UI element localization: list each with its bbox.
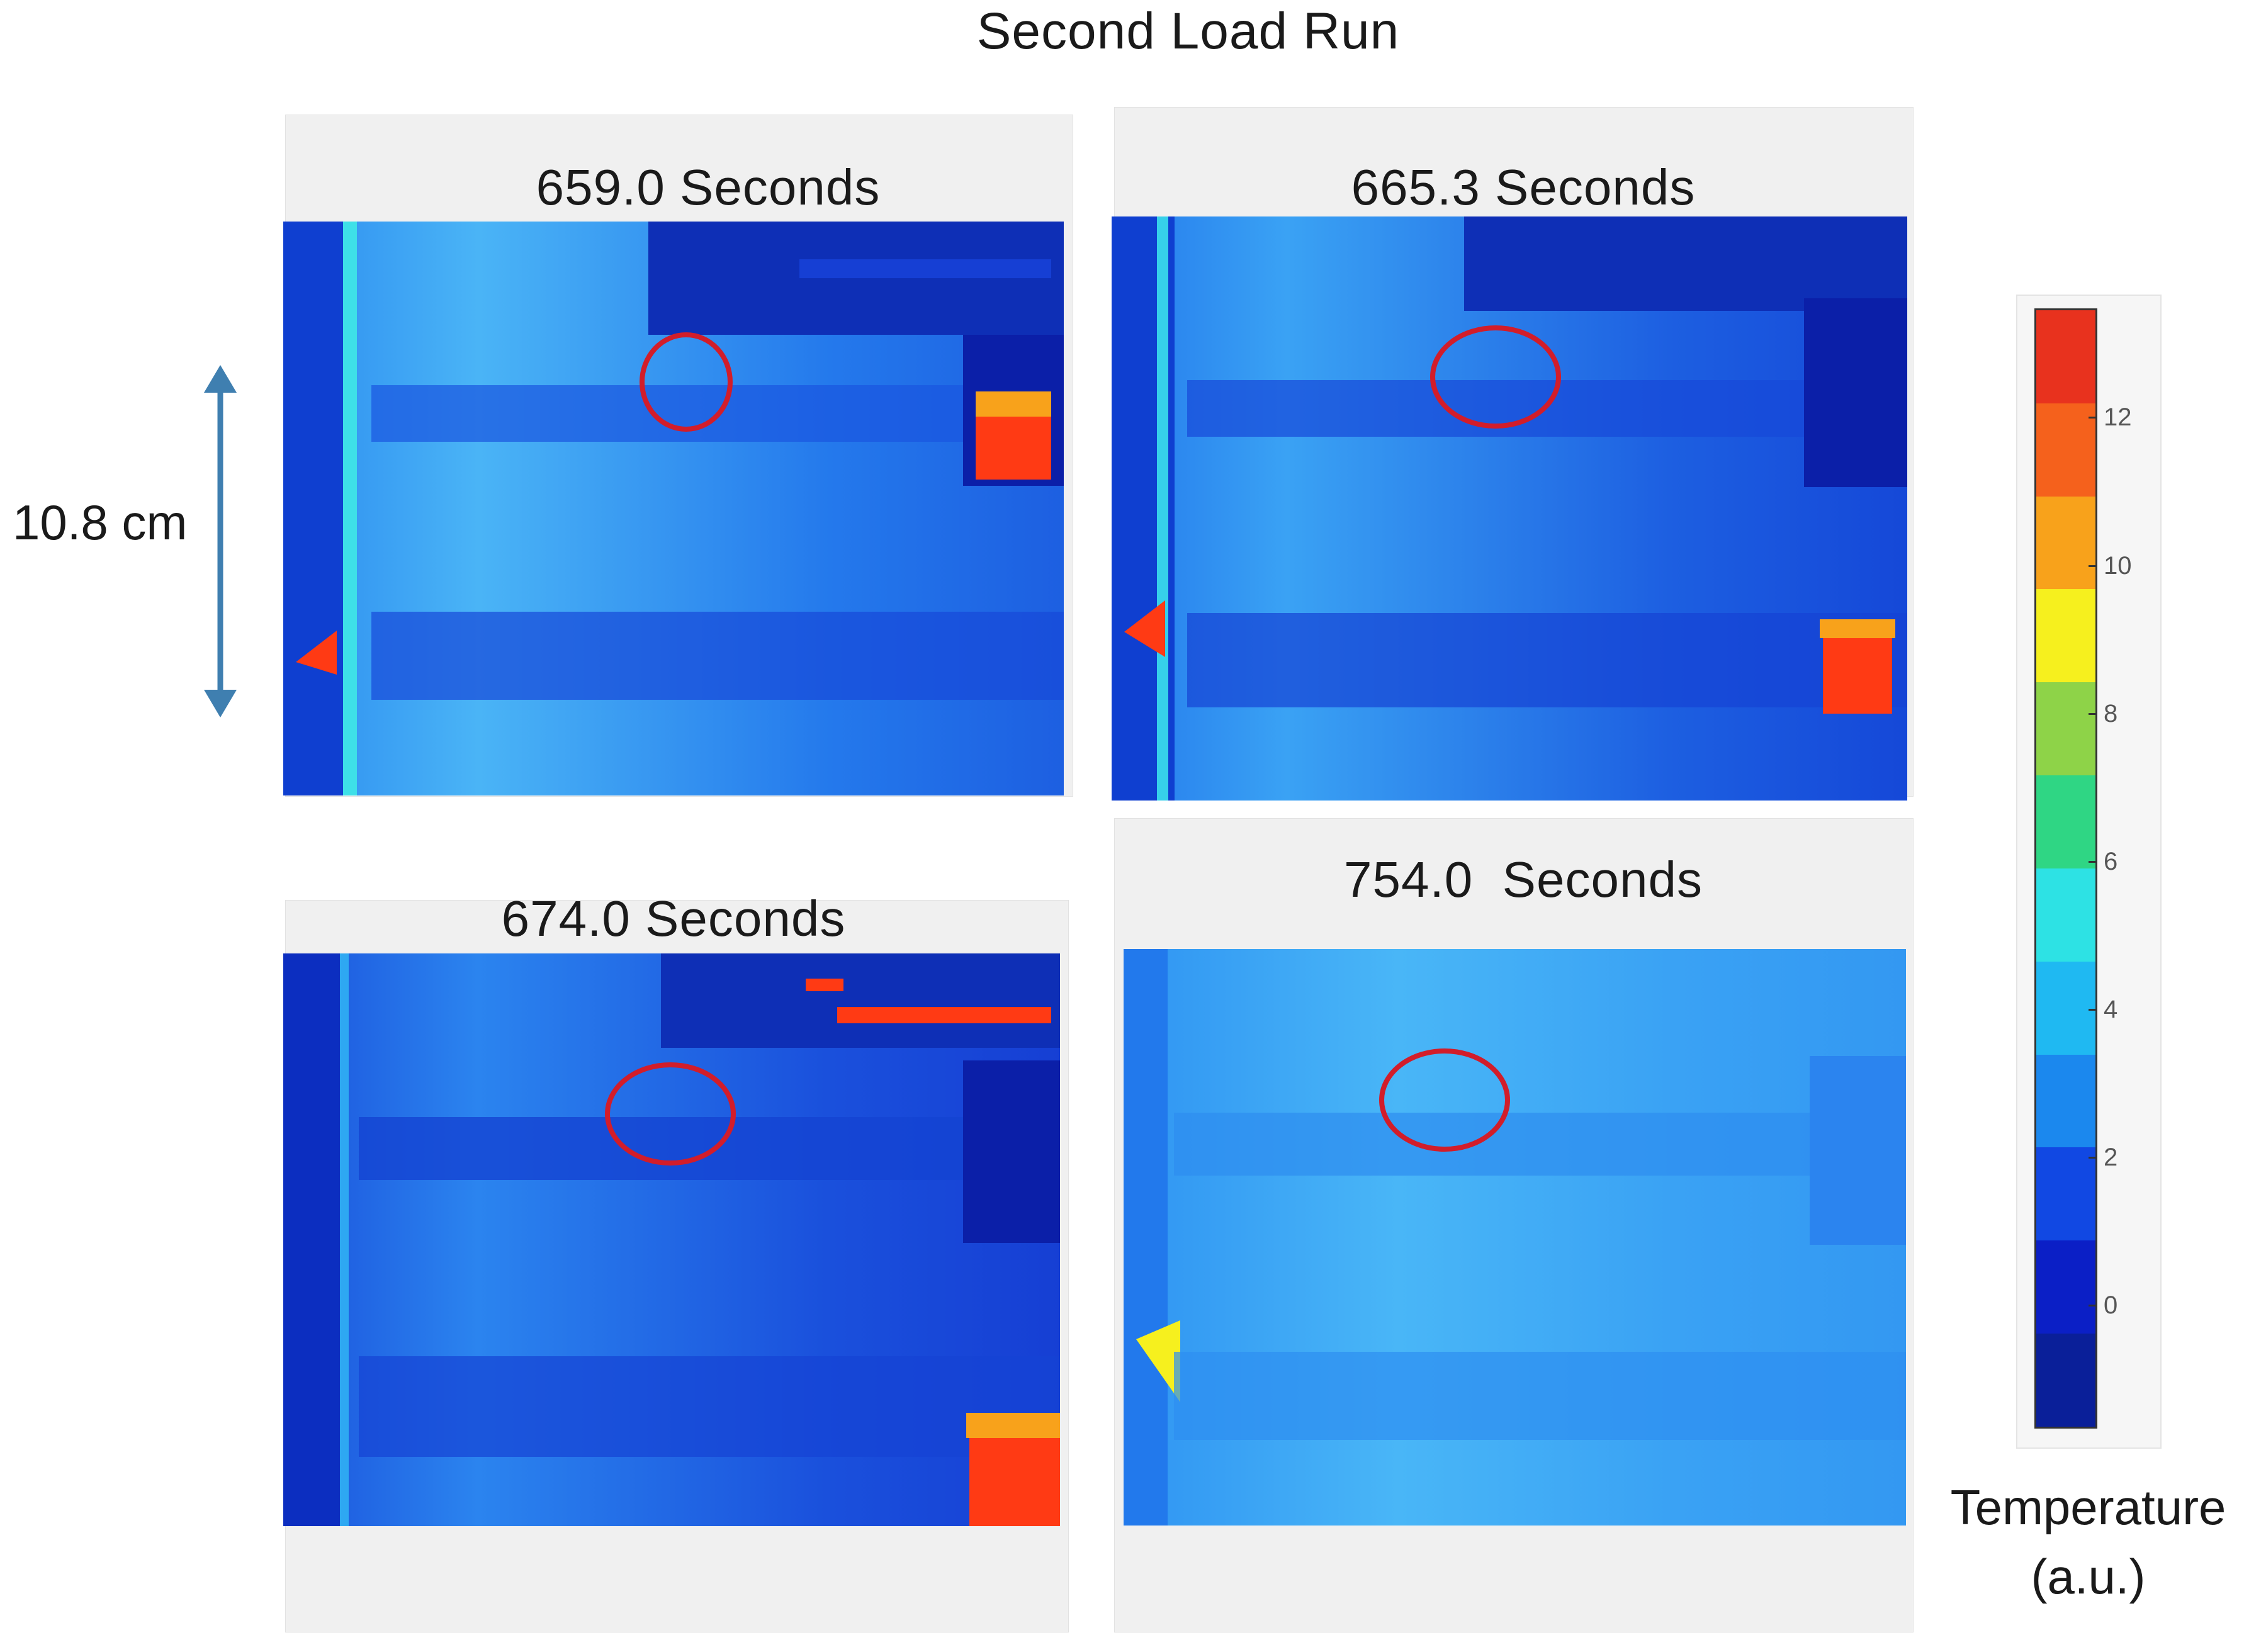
thermal-image-659	[283, 222, 1064, 795]
top-rail-hot	[837, 1007, 1051, 1023]
colorbar-segment	[2036, 1054, 2095, 1148]
colorbar-tick-10: 10	[2104, 552, 2132, 580]
hot-spot-right-warm	[1820, 619, 1895, 638]
thermal-image-754	[1124, 949, 1906, 1526]
colorbar-segment	[2036, 775, 2095, 868]
colorbar-segment	[2036, 310, 2095, 403]
hot-spot-right	[1823, 626, 1892, 714]
panel-title-665: 665.3 Seconds	[1351, 159, 1696, 215]
colorbar-title: Temperature (a.u.)	[1932, 1473, 2244, 1611]
colorbar-tick-mark-6	[2089, 861, 2097, 863]
dark-band-lower	[1187, 613, 1907, 707]
marker-circle	[640, 332, 733, 432]
thermal-image-674	[283, 953, 1060, 1526]
colorbar-segment	[2036, 403, 2095, 497]
left-equipment-strip	[283, 953, 346, 1526]
colorbar-tick-mark-12	[2089, 417, 2097, 419]
colorbar-tick-6: 6	[2104, 848, 2118, 875]
colorbar-title-line2: (a.u.)	[2031, 1549, 2146, 1604]
left-edge-highlight	[343, 222, 357, 795]
colorbar-segment	[2036, 589, 2095, 683]
top-rail	[1464, 216, 1907, 311]
colorbar-tick-0: 0	[2104, 1291, 2118, 1319]
colorbar-segment	[2036, 961, 2095, 1055]
left-equipment-strip	[1124, 949, 1168, 1526]
dark-band-upper	[359, 1117, 1060, 1180]
dark-band-lower	[359, 1356, 1060, 1457]
colorbar-segment	[2036, 1240, 2095, 1334]
panel-title-754: 754.0 Seconds	[1344, 851, 1703, 907]
scale-arrow	[204, 365, 237, 717]
colorbar	[2034, 308, 2097, 1429]
panel-title-674: 674.0 Seconds	[501, 891, 846, 947]
thermal-image-665	[1112, 216, 1907, 801]
colorbar-segment	[2036, 1147, 2095, 1241]
hot-fragment-left	[1124, 600, 1165, 657]
colorbar-segment	[2036, 496, 2095, 590]
colorbar-segment	[2036, 1334, 2095, 1427]
colorbar-segment	[2036, 868, 2095, 962]
dark-band-lower	[1174, 1352, 1906, 1440]
right-block	[1804, 298, 1907, 487]
marker-circle	[605, 1062, 736, 1166]
top-rail-hot-small	[806, 979, 843, 991]
panel-title-659: 659.0 Seconds	[536, 159, 881, 215]
colorbar-tick-4: 4	[2104, 996, 2118, 1023]
colorbar-tick-mark-0	[2089, 1305, 2097, 1306]
colorbar-tick-12: 12	[2104, 403, 2132, 431]
colorbar-segment	[2036, 682, 2095, 776]
left-equipment-strip	[283, 222, 352, 795]
colorbar-title-line1: Temperature	[1950, 1480, 2226, 1535]
colorbar-tick-8: 8	[2104, 700, 2118, 728]
top-rail	[661, 953, 1060, 1048]
hot-fragment-left	[1136, 1320, 1180, 1402]
top-rail-highlight	[799, 259, 1051, 278]
marker-circle	[1379, 1048, 1510, 1152]
hot-spot-right-warm	[966, 1413, 1060, 1438]
colorbar-tick-mark-10	[2089, 565, 2097, 567]
colorbar-tick-mark-8	[2089, 713, 2097, 715]
left-edge-highlight	[1157, 216, 1168, 801]
hot-fragment-left	[296, 631, 337, 675]
dark-band-upper	[1174, 1113, 1906, 1176]
figure-title: Second Load Run	[976, 3, 1400, 60]
marker-circle	[1430, 325, 1561, 429]
dark-band-lower	[371, 612, 1064, 700]
right-block	[1810, 1056, 1906, 1245]
colorbar-tick-mark-2	[2089, 1157, 2097, 1159]
scale-label: 10.8 cm	[13, 495, 188, 550]
colorbar-tick-mark-4	[2089, 1009, 2097, 1011]
hot-spot-right-warm	[976, 391, 1051, 417]
colorbar-tick-2: 2	[2104, 1143, 2118, 1171]
right-block	[963, 1060, 1060, 1243]
left-edge-highlight	[340, 953, 349, 1526]
